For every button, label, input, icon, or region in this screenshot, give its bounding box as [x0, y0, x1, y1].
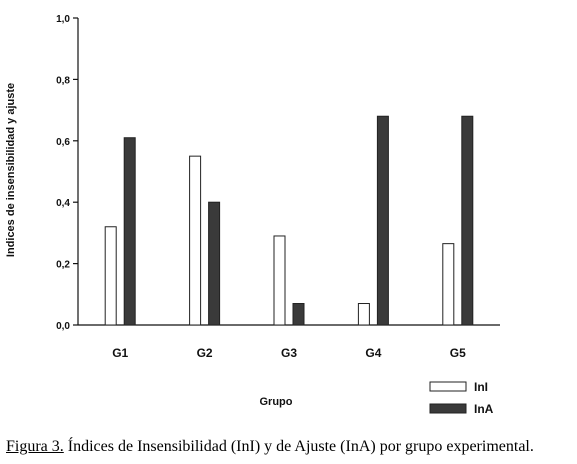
- x-tick-label: G5: [450, 346, 466, 360]
- y-tick-label: 0,2: [56, 260, 70, 271]
- x-tick-label: G4: [365, 346, 381, 360]
- x-tick-label: G1: [112, 346, 128, 360]
- bar-ina-g1: [123, 137, 136, 326]
- y-tick-label: 0,8: [56, 75, 70, 86]
- y-tick-label: 1,0: [56, 14, 70, 25]
- bar-ina-g5: [461, 115, 474, 326]
- bar-ini-g3: [273, 235, 286, 326]
- legend-swatch-ina: [429, 403, 467, 414]
- bar-ini-g2: [189, 155, 202, 326]
- category-group-g4: G4: [357, 115, 389, 360]
- bar-ini-g5: [442, 243, 455, 326]
- x-tick-label: G2: [197, 346, 213, 360]
- caption-lead: Figura 3.: [6, 438, 64, 455]
- legend-swatch-ini: [429, 381, 467, 392]
- legend-label-ini: InI: [474, 380, 488, 394]
- x-tick-label: G3: [281, 346, 297, 360]
- bar-ina-g4: [376, 115, 389, 326]
- y-axis-label: Indices de insensibilidad y ajuste: [5, 83, 17, 257]
- figure-caption: Figura 3. Índices de Insensibilidad (InI…: [6, 438, 574, 456]
- x-axis-label: Grupo: [260, 396, 293, 408]
- legend: InI InA: [429, 380, 494, 416]
- category-group-g2: G2: [189, 155, 221, 360]
- bar-ini-g4: [357, 303, 370, 326]
- bar-chart: 0,0 0,2 0,4 0,6 0,8 1,0 G1 G2 G3 G4 G5 InI InA Ind…: [5, 14, 500, 416]
- y-tick-label: 0,6: [56, 137, 70, 148]
- bar-ina-g2: [208, 201, 221, 326]
- legend-label-ina: InA: [474, 402, 494, 416]
- bars: G1 G2 G3 G4 G5: [104, 115, 474, 360]
- category-group-g5: G5: [442, 115, 474, 360]
- category-group-g1: G1: [104, 137, 136, 360]
- y-tick-label: 0,0: [56, 321, 70, 332]
- bar-ini-g1: [104, 226, 117, 326]
- bar-ina-g3: [292, 303, 305, 326]
- y-axis: 0,0 0,2 0,4 0,6 0,8 1,0: [56, 14, 79, 332]
- y-tick-label: 0,4: [56, 198, 70, 209]
- caption-text: Índices de Insensibilidad (InI) y de Aju…: [63, 438, 534, 455]
- category-group-g3: G3: [273, 235, 305, 360]
